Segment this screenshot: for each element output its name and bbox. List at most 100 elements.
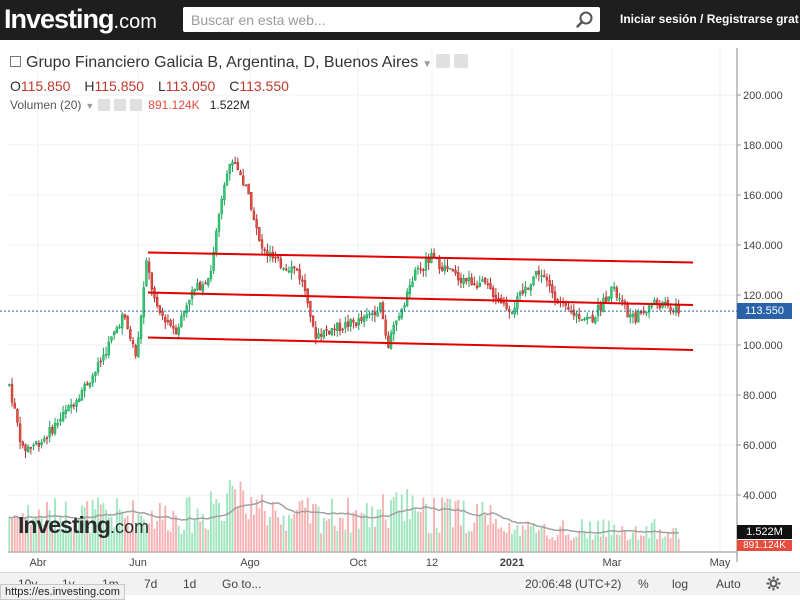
volume-bar (615, 534, 618, 552)
volume-bar (218, 502, 220, 552)
volume-bar (105, 509, 108, 552)
volume-close-icon[interactable] (130, 99, 143, 111)
volume-bar (35, 516, 38, 552)
volume-bar (349, 532, 352, 552)
volume-bar (640, 535, 642, 552)
collapse-icon[interactable] (10, 56, 21, 67)
volume-ma-line (9, 499, 679, 534)
volume-bar (27, 505, 30, 552)
volume-bar (613, 524, 616, 552)
clock-readout[interactable]: 20:06:48 (UTC+2) (525, 577, 622, 591)
candle-body (290, 266, 293, 273)
candle-body (112, 331, 116, 336)
candle-body (258, 227, 261, 241)
volume-bar (274, 510, 277, 552)
candle-body (182, 310, 186, 317)
last-price-tag: 113.550 (737, 303, 792, 319)
volume-bar (16, 515, 19, 552)
price-chart[interactable]: 40.000 60.000 80.000 100.000 120.000 140.000 1… (0, 40, 800, 572)
volume-bar (443, 502, 446, 552)
volume-bar (664, 536, 667, 552)
candle-body (333, 328, 336, 331)
volume-chevron-icon[interactable]: ▼ (85, 101, 95, 111)
volume-bar (637, 539, 640, 552)
candle-body (583, 318, 586, 320)
search-box[interactable] (183, 7, 600, 32)
candle-body (115, 327, 119, 334)
volume-bar (416, 511, 419, 552)
volume-bar (250, 496, 253, 552)
candle-body (37, 443, 41, 447)
candle-body (48, 427, 51, 438)
candle-body (631, 314, 635, 317)
volume-bar (306, 497, 309, 552)
candle-body (475, 285, 479, 289)
volume-bar (97, 497, 99, 552)
candle-body (169, 320, 172, 326)
low-value: 113.050 (165, 78, 216, 94)
candle-body (572, 309, 576, 316)
volume-bar (330, 498, 333, 552)
candle-body (567, 306, 570, 310)
volume-bar (384, 519, 387, 552)
login-register-link[interactable]: Iniciar sesión / Registrarse grat (620, 12, 799, 26)
volume-bar (492, 523, 495, 552)
percent-toggle[interactable]: % (638, 577, 649, 591)
y-tick-label-0: 40.000 (743, 490, 777, 502)
volume-eye-icon[interactable] (98, 99, 111, 111)
eye-icon[interactable] (436, 54, 451, 68)
volume-bar (328, 518, 331, 552)
volume-bar (29, 524, 32, 552)
candle-body (134, 345, 137, 357)
chart-toolbar: 10y 1y 1m 7d 1d Go to... 20:06:48 (UTC+2… (0, 572, 800, 595)
high-label: H (84, 78, 95, 94)
volume-bar (201, 514, 204, 552)
volume-bar (575, 536, 578, 552)
candle-body (317, 332, 320, 339)
volume-bar (142, 519, 145, 552)
log-toggle[interactable]: log (672, 577, 689, 591)
volume-bar (301, 500, 304, 552)
candle-body (478, 282, 481, 287)
candle-body (166, 320, 170, 323)
period-1d[interactable]: 1d (183, 577, 197, 591)
volume-bar (304, 507, 306, 552)
candle-body (457, 272, 460, 281)
open-label: O (10, 78, 21, 94)
period-7d[interactable]: 7d (144, 577, 158, 591)
volume-bar (19, 529, 22, 552)
volume-bar (583, 531, 586, 552)
candle-body (311, 315, 315, 327)
investing-logo[interactable]: Investing.com (4, 4, 157, 35)
search-icon[interactable] (576, 11, 594, 29)
volume-bar (64, 501, 67, 552)
volume-bar (554, 540, 556, 552)
candle-body (535, 270, 538, 276)
candle-body (252, 210, 256, 221)
candle-body (129, 329, 132, 340)
auto-toggle[interactable]: Auto (716, 577, 741, 591)
y-tick-label-8: 200.000 (743, 90, 783, 102)
settings-gear-icon[interactable] (766, 576, 781, 591)
goto-button[interactable]: Go to... (222, 577, 262, 591)
candle-body (21, 441, 24, 446)
volume-bar (271, 501, 274, 552)
volume-bar (293, 513, 296, 552)
volume-bar (529, 526, 532, 552)
volume-bar (242, 490, 245, 552)
gear-icon[interactable] (454, 54, 469, 68)
chart-legend: Grupo Financiero Galicia B, Argentina, D… (10, 54, 469, 72)
volume-gear-icon[interactable] (114, 99, 127, 111)
volume-bar (360, 512, 363, 552)
candle-body (8, 384, 11, 386)
candle-body (599, 304, 602, 311)
candle-body (59, 418, 62, 422)
x-tick-label-2: Ago (240, 557, 260, 569)
chevron-down-icon[interactable]: ▼ (422, 59, 433, 70)
candle-body (18, 423, 22, 442)
volume-bar (543, 523, 546, 552)
search-input[interactable] (191, 10, 561, 29)
candle-body (647, 305, 651, 313)
candle-body (177, 327, 180, 335)
logo-main: Investing (4, 4, 115, 34)
